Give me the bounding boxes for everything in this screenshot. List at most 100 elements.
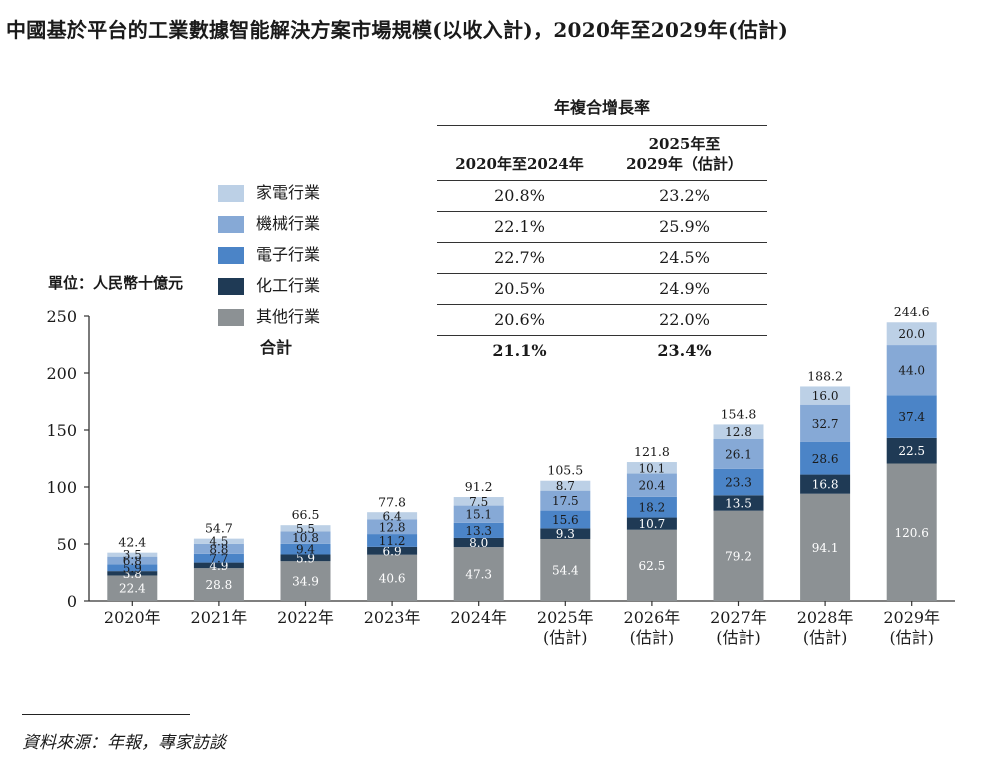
bar-segment: [367, 554, 418, 601]
x-tick-label: 2023年: [364, 608, 421, 627]
data-label: 23.3: [725, 476, 752, 490]
source-fade: [262, 726, 522, 752]
cagr-rule: [437, 180, 767, 181]
data-label: 79.2: [725, 549, 752, 563]
data-label: 22.4: [119, 582, 146, 596]
data-label: 13.3: [465, 524, 492, 538]
data-label: 8.8: [209, 542, 228, 556]
cagr-cell: 22.1%: [494, 217, 545, 236]
data-label: 37.4: [898, 410, 925, 424]
x-tick-label: 2024年: [450, 608, 507, 627]
legend-swatch: [218, 309, 244, 326]
bar-segment: [280, 554, 331, 562]
total-label: 154.8: [721, 407, 757, 422]
data-label: 8.7: [556, 479, 575, 493]
cagr-rule: [437, 273, 767, 274]
data-label: 13.5: [725, 497, 752, 511]
data-label: 9.4: [296, 543, 315, 557]
cagr-total-cell: 23.4%: [657, 341, 712, 360]
bar-segment: [626, 529, 677, 601]
data-label: 18.2: [639, 501, 666, 515]
data-label: 20.4: [639, 479, 666, 493]
data-label: 5.9: [123, 561, 142, 575]
bar-segment: [367, 534, 418, 547]
bar-segment: [107, 575, 158, 601]
bar-segment: [193, 543, 244, 554]
bar-segment: [453, 537, 504, 548]
bar-segment: [800, 386, 851, 405]
data-label: 7.7: [209, 552, 228, 566]
x-tick-label: 2022年: [277, 608, 334, 627]
data-label: 8.0: [469, 536, 488, 550]
data-label: 11.2: [379, 534, 406, 548]
bar-segment: [193, 562, 244, 569]
bar-segment: [367, 546, 418, 555]
total-label: 42.4: [118, 535, 146, 550]
bar-segment: [540, 480, 591, 491]
cagr-rule: [437, 335, 767, 336]
bar-segment: [453, 522, 504, 538]
bar-segment: [107, 556, 158, 565]
legend-label: 化工行業: [256, 276, 321, 295]
cagr-cell: 20.8%: [494, 186, 545, 205]
data-label: 16.0: [812, 389, 839, 403]
bar-segment: [193, 568, 244, 601]
bar-segment: [107, 552, 158, 557]
data-label: 40.6: [379, 571, 406, 585]
data-label: 5.9: [296, 551, 315, 565]
cagr-col1-header: 2020年至2024年: [455, 155, 584, 173]
data-label: 62.5: [639, 559, 666, 573]
bar-segment: [193, 538, 244, 544]
cagr-col2-header-line1: 2025年至: [648, 135, 721, 153]
data-label: 28.8: [206, 578, 233, 592]
bar-segment: [886, 395, 937, 438]
data-label: 12.8: [725, 425, 752, 439]
legend-label: 機械行業: [256, 214, 321, 233]
bar-segment: [367, 512, 418, 520]
bar-segment: [453, 497, 504, 506]
total-label: 54.7: [205, 521, 233, 536]
y-tick-label: 100: [46, 478, 77, 497]
bar-segment: [193, 553, 244, 563]
data-label: 3.5: [123, 548, 142, 562]
bar-segment: [886, 322, 937, 346]
bar-segment: [107, 571, 158, 576]
bar-segment: [800, 441, 851, 475]
bar-segment: [626, 462, 677, 474]
data-label: 16.8: [812, 478, 839, 492]
data-label: 28.6: [812, 452, 839, 466]
data-label: 12.8: [379, 520, 406, 534]
data-label: 6.8: [123, 554, 142, 568]
cagr-heading: 年複合增長率: [553, 98, 650, 117]
bar-segment: [713, 495, 764, 511]
bar-segment: [713, 510, 764, 601]
source-divider: [22, 714, 190, 715]
cagr-cell: 22.0%: [659, 310, 710, 329]
bar-segment: [886, 345, 937, 396]
x-tick-label: (估計): [630, 628, 675, 647]
bar-segment: [800, 474, 851, 494]
total-label: 66.5: [292, 507, 320, 522]
total-label: 188.2: [807, 368, 843, 383]
data-label: 4.5: [209, 535, 228, 549]
x-tick-label: 2028年: [797, 608, 854, 627]
data-label: 47.3: [465, 568, 492, 582]
bar-segment: [540, 528, 591, 539]
cagr-cell: 25.9%: [659, 217, 710, 236]
bar-segment: [626, 496, 677, 518]
bar-segment: [280, 543, 331, 555]
y-tick-label: 0: [67, 592, 77, 611]
data-label: 6.9: [383, 544, 402, 558]
cagr-rule: [437, 242, 767, 243]
cagr-cell: 20.5%: [494, 279, 545, 298]
x-tick-label: (估計): [716, 628, 761, 647]
chart-title: 中國基於平台的工業數據智能解決方案市場規模(以收入計)，2020年至2029年(…: [6, 18, 789, 42]
data-label: 9.3: [556, 527, 575, 541]
legend-swatch: [218, 216, 244, 233]
bar-segment: [280, 531, 331, 544]
bar-segment: [107, 564, 158, 572]
cagr-rule: [437, 211, 767, 212]
bar-segment: [886, 437, 937, 464]
bar-segment: [280, 561, 331, 601]
x-tick-label: 2027年: [710, 608, 767, 627]
